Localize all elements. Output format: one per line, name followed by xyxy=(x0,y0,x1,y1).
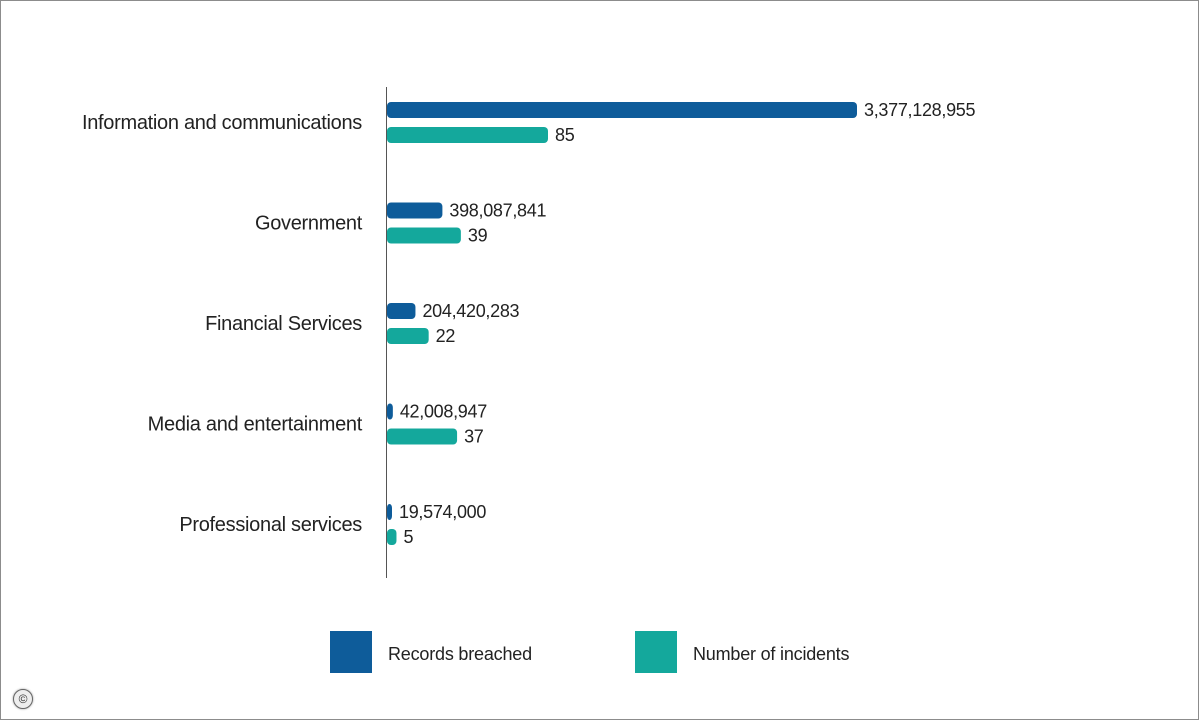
incidents-bar xyxy=(387,328,429,344)
records-breached-bar xyxy=(387,102,857,118)
category-label: Government xyxy=(255,213,363,235)
incidents-bar xyxy=(387,127,548,143)
category-label: Information and communications xyxy=(82,112,362,134)
records-breached-bar xyxy=(387,403,393,420)
category-label: Media and entertainment xyxy=(148,414,363,436)
copyright-icon: © xyxy=(13,689,33,709)
records-breached-value-label: 42,008,947 xyxy=(400,402,487,422)
category-label: Financial Services xyxy=(205,313,362,335)
incidents-bar xyxy=(387,428,458,445)
legend-label-incidents: Number of incidents xyxy=(693,644,849,664)
legend-swatch-incidents xyxy=(635,631,677,673)
records-breached-value-label: 3,377,128,955 xyxy=(864,100,975,120)
incidents-value-label: 22 xyxy=(436,326,456,346)
category-label: Professional services xyxy=(179,514,362,536)
records-breached-value-label: 398,087,841 xyxy=(449,201,546,221)
incidents-value-label: 5 xyxy=(403,527,413,547)
incidents-value-label: 37 xyxy=(464,427,484,447)
legend-label-records-breached: Records breached xyxy=(388,644,532,664)
legend-swatch-records-breached xyxy=(330,631,372,673)
incidents-bar xyxy=(387,227,461,244)
records-breached-bar xyxy=(387,202,443,219)
records-breached-bar xyxy=(387,303,416,319)
records-breached-value-label: 204,420,283 xyxy=(422,301,519,321)
incidents-bar xyxy=(387,529,397,545)
incidents-value-label: 85 xyxy=(555,125,575,145)
incidents-value-label: 39 xyxy=(468,226,488,246)
records-breached-bar xyxy=(387,504,392,520)
records-breached-value-label: 19,574,000 xyxy=(399,502,486,522)
